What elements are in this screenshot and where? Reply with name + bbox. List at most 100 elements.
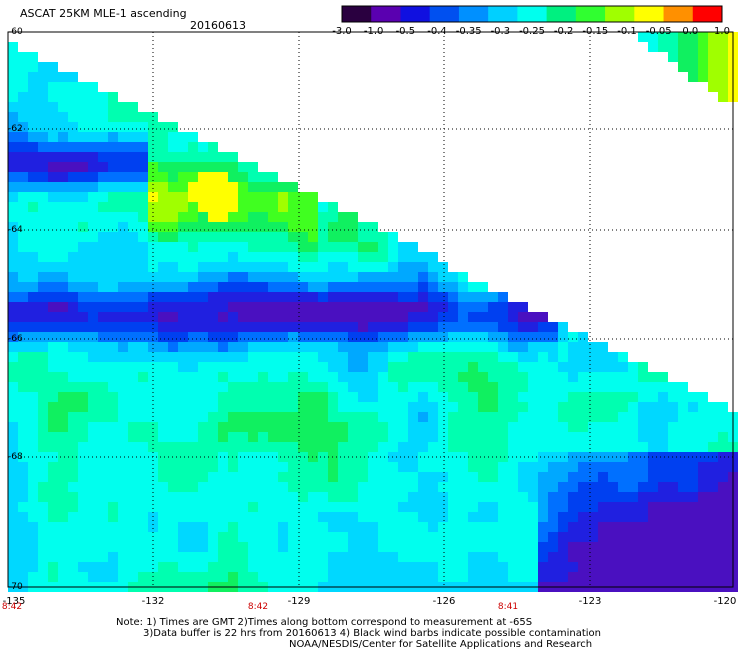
data-cell: [708, 422, 718, 432]
data-cell: [118, 342, 128, 352]
data-cell: [188, 482, 198, 492]
data-cell: [118, 372, 128, 382]
data-cell: [438, 522, 448, 532]
data-cell: [18, 252, 28, 262]
data-cell: [418, 542, 428, 552]
data-cell: [348, 482, 358, 492]
data-cell: [488, 502, 498, 512]
data-cell: [268, 422, 278, 432]
data-cell: [378, 572, 388, 582]
data-cell: [478, 502, 488, 512]
data-cell: [378, 232, 388, 242]
data-cell: [648, 562, 658, 572]
data-cell: [138, 402, 148, 412]
data-cell: [568, 522, 578, 532]
data-cell: [58, 472, 68, 482]
data-cell: [348, 242, 358, 252]
data-cell: [568, 562, 578, 572]
data-cell: [338, 272, 348, 282]
data-cell: [128, 392, 138, 402]
data-cell: [498, 562, 508, 572]
data-cell: [298, 552, 308, 562]
data-cell: [318, 332, 328, 342]
data-cell: [8, 572, 18, 582]
data-cell: [238, 532, 248, 542]
data-cell: [468, 522, 478, 532]
data-cell: [448, 512, 458, 522]
data-cell: [388, 542, 398, 552]
data-cell: [378, 482, 388, 492]
data-cell: [158, 492, 168, 502]
data-cell: [178, 512, 188, 522]
data-cell: [328, 332, 338, 342]
data-cell: [128, 122, 138, 132]
data-cell: [38, 122, 48, 132]
data-cell: [318, 542, 328, 552]
data-cell: [18, 322, 28, 332]
data-cell: [118, 332, 128, 342]
data-cell: [58, 552, 68, 562]
data-cell: [538, 372, 548, 382]
data-cell: [128, 412, 138, 422]
data-cell: [258, 372, 268, 382]
data-cell: [218, 332, 228, 342]
data-cell: [328, 312, 338, 322]
data-cell: [78, 532, 88, 542]
data-cell: [318, 422, 328, 432]
data-cell: [258, 572, 268, 582]
data-cell: [358, 462, 368, 472]
data-cell: [138, 412, 148, 422]
data-cell: [558, 562, 568, 572]
data-cell: [18, 392, 28, 402]
data-cell: [138, 452, 148, 462]
data-cell: [658, 482, 668, 492]
data-cell: [8, 532, 18, 542]
data-cell: [688, 472, 698, 482]
data-cell: [88, 322, 98, 332]
data-cell: [198, 572, 208, 582]
data-cell: [238, 412, 248, 422]
data-cell: [58, 562, 68, 572]
data-cell: [448, 552, 458, 562]
data-cell: [588, 382, 598, 392]
data-cell: [498, 322, 508, 332]
data-cell: [48, 122, 58, 132]
data-cell: [58, 172, 68, 182]
data-cell: [648, 542, 658, 552]
data-cell: [98, 482, 108, 492]
data-cell: [248, 272, 258, 282]
data-cell: [598, 382, 608, 392]
data-cell: [218, 542, 228, 552]
data-cell: [408, 512, 418, 522]
data-cell: [218, 392, 228, 402]
data-cell: [458, 352, 468, 362]
data-cell: [438, 292, 448, 302]
data-cell: [248, 512, 258, 522]
data-cell: [28, 102, 38, 112]
data-cell: [208, 492, 218, 502]
data-cell: [68, 332, 78, 342]
data-cell: [358, 292, 368, 302]
data-cell: [498, 292, 508, 302]
data-cell: [108, 432, 118, 442]
data-cell: [148, 242, 158, 252]
data-cell: [68, 312, 78, 322]
data-cell: [128, 342, 138, 352]
data-cell: [338, 522, 348, 532]
data-cell: [188, 192, 198, 202]
data-cell: [648, 442, 658, 452]
data-cell: [308, 532, 318, 542]
data-cell: [468, 342, 478, 352]
data-cell: [678, 502, 688, 512]
data-cell: [538, 332, 548, 342]
data-cell: [278, 492, 288, 502]
data-cell: [168, 472, 178, 482]
data-cell: [18, 172, 28, 182]
data-cell: [358, 232, 368, 242]
data-cell: [188, 532, 198, 542]
data-cell: [318, 362, 328, 372]
data-cell: [228, 542, 238, 552]
latitude-label: -64: [8, 225, 23, 235]
data-cell: [268, 482, 278, 492]
data-cell: [498, 392, 508, 402]
